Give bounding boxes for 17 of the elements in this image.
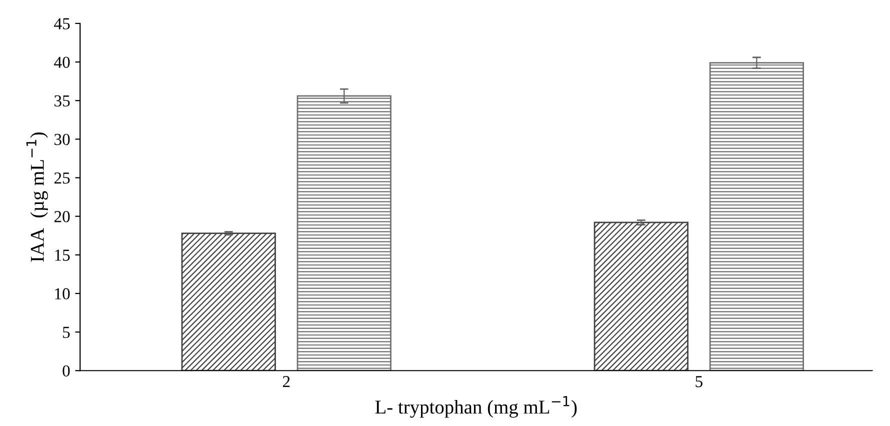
x-axis-title: L- tryptophan (mg mL$^{−1}$) [375,396,577,418]
y-tick-label: 0 [62,365,70,377]
bar [709,62,804,371]
y-tick-label: 15 [55,250,70,261]
y-tick-label: 20 [54,211,70,222]
x-tick-label: 2 [282,376,290,388]
y-tick-label: 30 [54,134,70,146]
y-tick-label: 25 [54,172,70,184]
y-tick-label: 10 [55,288,70,300]
bar [296,95,392,371]
y-axis-title: IAA (µg mL$^{−1}$) [26,132,48,262]
y-tick-label: 45 [54,18,70,30]
y-tick-label: 5 [63,326,70,338]
bar [181,232,276,371]
y-tick-label: 35 [54,95,70,107]
y-tick-label: 40 [54,56,70,68]
bar [594,222,688,371]
